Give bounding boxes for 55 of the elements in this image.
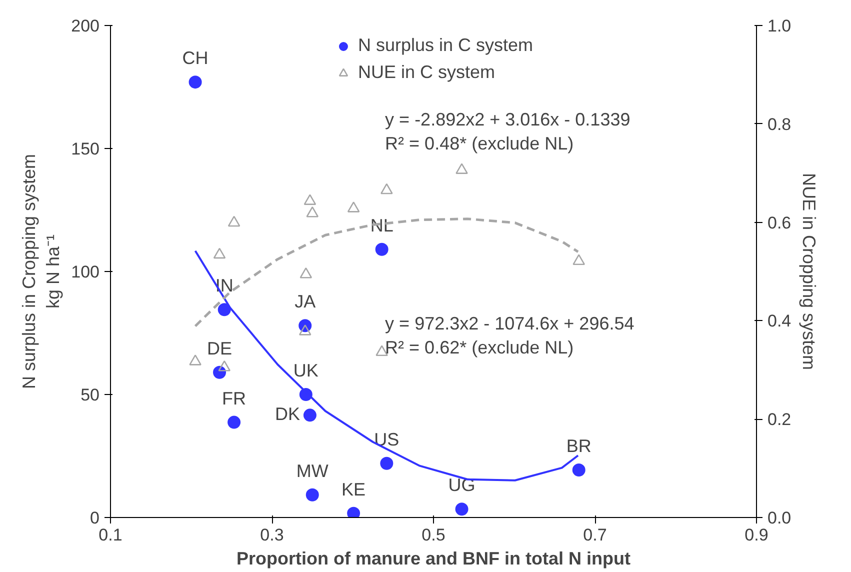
annotation: UK (293, 360, 318, 380)
point (380, 183, 393, 194)
point (303, 408, 316, 422)
annotation: FR (222, 388, 246, 408)
point (228, 416, 241, 429)
annotation: KE (342, 479, 366, 500)
y2-tick-label: 1.0 (768, 16, 792, 36)
legend-label: N surplus in C system (358, 35, 534, 56)
point (188, 76, 202, 89)
y2-tick-label: 0.6 (768, 213, 792, 232)
point (347, 202, 360, 212)
point (572, 464, 586, 477)
y-tick-label: 0 (90, 508, 100, 528)
y-tick-label: 50 (80, 386, 100, 404)
y2-tick-label: 0.4 (768, 312, 792, 331)
y-tick-label: 100 (71, 262, 100, 282)
point (375, 242, 388, 256)
annotation: MW (296, 460, 328, 481)
point (304, 194, 316, 205)
point (300, 267, 312, 278)
annotation: DK (274, 404, 300, 424)
point (298, 324, 312, 336)
y-tick-label: 150 (71, 140, 100, 158)
annotation: y = -2.892x2 + 3.016x - 0.1339 R² = 0.48* (exclude NL) (385, 109, 630, 154)
point (456, 163, 468, 174)
point (306, 206, 319, 218)
point (306, 488, 319, 502)
annotation: y = 972.3x2 - 1074.6x + 296.54 R² = 0.62* (exclude NL) (385, 314, 634, 358)
x-tick-label: 0.7 (583, 526, 607, 544)
point (455, 502, 468, 516)
annotation: CH (182, 48, 208, 68)
annotation: JA (294, 292, 316, 312)
y-tick-label: 200 (71, 16, 100, 36)
annotation: BR (566, 436, 592, 456)
point (347, 506, 360, 518)
point (189, 354, 202, 366)
point (572, 254, 585, 265)
annotation: DE (207, 338, 232, 358)
point (213, 248, 226, 259)
point (228, 216, 240, 227)
y2-tick-label: 0.8 (768, 114, 792, 134)
x-axis-title: Proportion of manure and BNF in total N input (236, 548, 630, 568)
y2-tick-label: 0.2 (768, 410, 792, 430)
x-tick-label: 0.5 (422, 526, 446, 544)
y2-axis-title: NUE in Cropping system (799, 172, 820, 370)
y-axis-title: N surplus in Cropping system kg N ha⁻¹ (19, 154, 64, 390)
x-tick-label: 0.1 (98, 526, 122, 544)
point (376, 345, 388, 356)
x-tick-label: 0.9 (744, 526, 768, 544)
legend-label: NUE in C system (358, 62, 496, 83)
x-tick-label: 0.3 (260, 526, 284, 544)
point (218, 303, 231, 316)
point (218, 360, 231, 372)
y2-tick-label: 0.0 (768, 508, 792, 528)
point (380, 456, 394, 470)
